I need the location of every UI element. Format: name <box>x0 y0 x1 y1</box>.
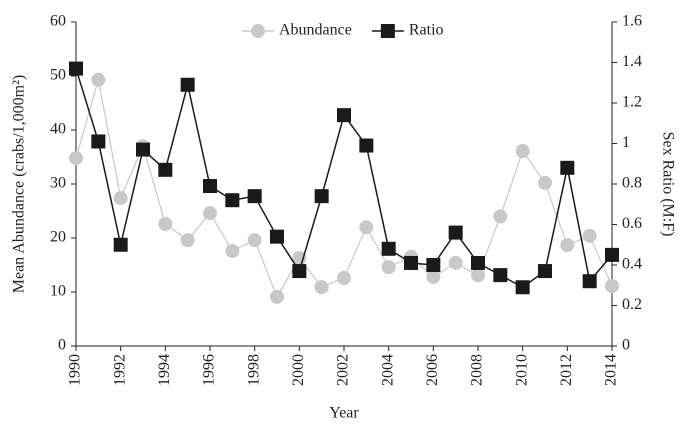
x-tick-label: 1990 <box>67 354 84 386</box>
y2-axis-label: Sex Ratio (M:F) <box>659 132 676 237</box>
ratio-marker <box>203 179 217 194</box>
x-tick-label: 2012 <box>558 354 575 386</box>
y2-tick-label: 0.6 <box>622 215 642 232</box>
ratio-marker <box>158 162 173 177</box>
y-tick-label: 40 <box>50 121 66 138</box>
abundance-marker <box>337 270 351 285</box>
ratio-marker <box>91 134 106 149</box>
y2-tick-label: 1 <box>622 134 630 151</box>
ratio-marker <box>314 189 329 204</box>
ratio-marker <box>426 258 441 272</box>
ratio-marker <box>448 225 463 240</box>
y-tick-label: 30 <box>50 175 66 192</box>
abundance-marker <box>158 216 173 231</box>
y2-tick-label: 0.2 <box>622 296 642 313</box>
abundance-marker <box>538 175 552 190</box>
abundance-marker <box>113 191 128 206</box>
series-line <box>75 68 613 289</box>
ratio-marker <box>180 77 195 92</box>
x-axis-label: Year <box>329 405 359 422</box>
abundance-marker <box>426 269 441 284</box>
x-tick-label: 2006 <box>424 354 441 386</box>
abundance-marker <box>247 233 262 248</box>
y-tick-label: 10 <box>50 283 66 300</box>
y-tick-label: 0 <box>58 337 66 354</box>
ratio-marker <box>225 193 240 208</box>
y2-tick-label: 0 <box>622 337 630 354</box>
y-tick-label: 60 <box>50 13 66 30</box>
x-tick-label: 1996 <box>201 354 218 386</box>
legend-label: Ratio <box>409 22 444 39</box>
ratio-marker <box>560 160 575 175</box>
y2-tick-label: 1.2 <box>622 94 642 111</box>
ratio-marker <box>381 241 396 256</box>
abundance-marker <box>471 268 485 283</box>
ratio-marker <box>292 264 307 279</box>
legend-marker <box>380 24 395 38</box>
abundance-marker <box>270 289 284 304</box>
x-tick-label: 1994 <box>156 354 173 386</box>
abundance-marker <box>493 209 508 224</box>
ratio-marker <box>404 255 418 270</box>
ratio-marker <box>582 274 597 289</box>
abundance-marker <box>605 279 619 294</box>
ratio-marker <box>113 237 128 252</box>
y2-tick-label: 0.4 <box>622 256 642 273</box>
x-tick-label: 2008 <box>469 354 486 386</box>
ratio-marker <box>538 264 552 279</box>
ratio-marker <box>69 61 83 76</box>
ratio-marker <box>247 189 262 204</box>
ratio-marker <box>493 268 508 283</box>
y2-tick-label: 1.4 <box>622 53 642 70</box>
x-tick-label: 2002 <box>335 354 352 386</box>
abundance-marker <box>225 243 240 258</box>
ratio-marker <box>337 108 351 123</box>
x-tick-label: 1992 <box>111 354 128 386</box>
abundance-marker <box>582 228 597 243</box>
x-tick-label: 2000 <box>290 354 307 386</box>
abundance-marker <box>381 260 396 275</box>
ratio-marker <box>515 280 530 295</box>
legend-label: Abundance <box>279 22 352 39</box>
ratio-marker <box>136 142 150 157</box>
ratio-marker <box>605 247 619 262</box>
x-tick-label: 2014 <box>603 354 620 386</box>
y-tick-label: 20 <box>50 229 66 246</box>
x-tick-label: 2004 <box>379 354 396 386</box>
abundance-marker <box>515 144 530 159</box>
abundance-marker <box>91 72 106 87</box>
abundance-marker <box>203 206 217 221</box>
y2-tick-label: 1.6 <box>622 13 642 30</box>
legend-marker <box>251 24 265 38</box>
abundance-marker <box>359 220 374 235</box>
ratio-marker <box>471 255 485 270</box>
y2-tick-label: 0.8 <box>622 175 642 192</box>
y-axis-label: Mean Abundance (crabs/1,000m²) <box>11 75 28 294</box>
ratio-marker <box>359 138 374 153</box>
x-tick-label: 2010 <box>513 354 530 386</box>
abundance-marker <box>448 255 463 270</box>
abundance-marker <box>314 280 329 295</box>
abundance-marker <box>180 233 195 248</box>
abundance-marker <box>560 238 575 253</box>
x-tick-label: 1998 <box>245 354 262 386</box>
y-tick-label: 50 <box>50 67 66 84</box>
abundance-marker <box>69 151 83 166</box>
ratio-marker <box>270 229 284 244</box>
